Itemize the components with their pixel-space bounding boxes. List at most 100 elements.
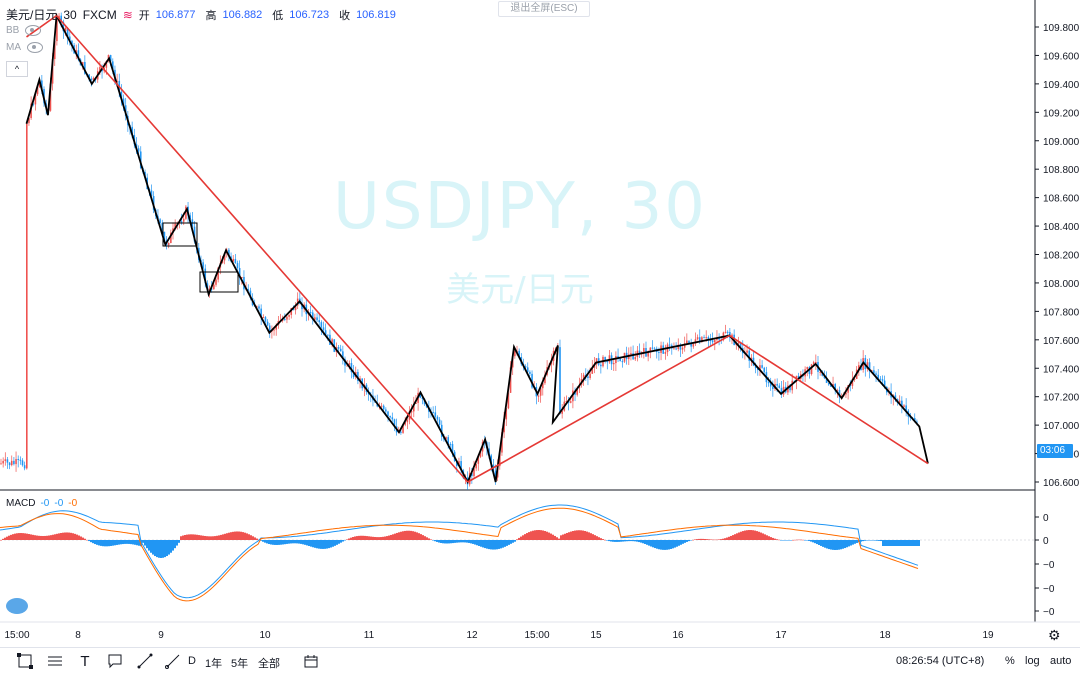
macd-histogram-bar [82, 537, 84, 540]
eye-icon[interactable] [25, 25, 42, 36]
macd-histogram-bar [440, 540, 442, 543]
candle-body [6, 459, 9, 463]
macd-histogram-bar [226, 533, 228, 540]
macd-histogram-bar [142, 540, 144, 543]
candle-body [77, 50, 80, 60]
price-tick-label: 109.400 [1043, 80, 1080, 91]
interval-label[interactable]: 30 [63, 7, 77, 22]
macd-histogram-bar [408, 530, 410, 540]
candle-body [320, 322, 323, 328]
price-tick-label: 107.200 [1043, 393, 1080, 404]
low-value: 106.723 [289, 8, 330, 21]
macd-histogram-bar [794, 539, 796, 541]
candle-body [664, 352, 667, 354]
percent-scale-button[interactable]: % [1005, 655, 1015, 667]
eye-icon[interactable] [27, 42, 43, 53]
wave-icon[interactable]: ≋ [122, 7, 133, 22]
candle-body [815, 362, 817, 364]
chart-canvas[interactable]: 109.800 109.600 109.400 109.200 109.000 108.8… [0, 0, 1080, 647]
ma-indicator-label[interactable]: MA [6, 42, 21, 53]
candle-body [421, 397, 424, 399]
candle-body [337, 347, 340, 349]
candle-body [69, 36, 71, 41]
symbol-name[interactable]: 美元/日元 [6, 8, 58, 22]
candle-body [262, 317, 265, 319]
callout-tool-icon[interactable] [104, 650, 126, 672]
macd-histogram-bar [728, 536, 730, 540]
rectangle-tool-icon[interactable] [14, 650, 36, 672]
timeframe-all[interactable]: 全部 [258, 658, 280, 670]
candle-body [698, 337, 701, 342]
macd-histogram-bar [294, 540, 296, 544]
collapse-legend-button[interactable]: ^ [6, 61, 28, 77]
clock-label[interactable]: 08:26:54 (UTC+8) [896, 655, 985, 667]
candle-body [769, 382, 772, 387]
macd-label[interactable]: MACD [6, 498, 36, 509]
macd-histogram-bar [712, 539, 714, 541]
candle-body [677, 344, 680, 350]
macd-histogram-bar [368, 536, 370, 540]
macd-histogram-bar [514, 540, 516, 542]
macd-histogram-bar [76, 534, 78, 540]
trendline-tool-icon[interactable] [134, 650, 156, 672]
macd-histogram-bar [842, 540, 844, 549]
macd-histogram-bar [158, 540, 160, 558]
candle-body [866, 362, 869, 370]
candle-body [606, 360, 609, 363]
candle-body [4, 459, 7, 461]
candle-body [21, 460, 24, 466]
candle-body [26, 123, 28, 469]
macd-histogram-bar [180, 536, 182, 540]
timeframe-1y[interactable]: 1年 [205, 658, 223, 670]
gear-icon[interactable]: ⚙ [1048, 627, 1061, 643]
candle-body [264, 317, 267, 322]
macd-histogram-bar [816, 540, 818, 545]
macd-tick-label: 0 [1043, 536, 1049, 547]
timeframe-d[interactable]: D [188, 655, 196, 667]
parallel-lines-tool-icon[interactable] [44, 650, 66, 672]
macd-histogram-bar [98, 540, 100, 546]
macd-histogram-bar [892, 540, 894, 546]
macd-histogram-bar [582, 530, 584, 540]
timeframe-5y[interactable]: 5年 [231, 658, 249, 670]
macd-histogram-bar [316, 540, 318, 549]
time-axis: 15:00 8 9 10 11 12 15:00 15 16 17 18 19 [4, 630, 994, 641]
candle-body [249, 290, 252, 298]
candle-body [477, 456, 480, 464]
macd-histogram-bar [14, 533, 16, 540]
exchange-label: FXCM [82, 7, 117, 22]
macd-histogram-bar [130, 540, 132, 545]
macd-histogram-bar [784, 540, 786, 541]
auto-scale-button[interactable]: auto [1050, 655, 1072, 667]
text-tool-icon[interactable]: T [80, 652, 90, 670]
macd-histogram-bar [284, 540, 286, 545]
bb-indicator-label[interactable]: BB [6, 25, 20, 36]
macd-histogram-bar [790, 540, 792, 541]
macd-histogram-bar [854, 540, 856, 544]
macd-histogram-bar [592, 534, 594, 540]
exit-fullscreen-button[interactable]: 退出全屏(ESC) [498, 1, 590, 17]
macd-histogram-bar [530, 531, 532, 540]
macd-histogram-bar [74, 533, 76, 540]
candle-body [223, 253, 226, 261]
macd-histogram-bar [584, 531, 586, 540]
tradingview-logo-icon[interactable] [6, 598, 28, 614]
close-value: 106.819 [356, 8, 396, 21]
ray-tool-icon[interactable] [162, 650, 184, 672]
macd-histogram-bar [576, 530, 578, 540]
macd-histogram-bar [788, 540, 790, 541]
macd-histogram-bar [120, 540, 122, 545]
macd-histogram-bar [470, 540, 472, 544]
macd-histogram-bar [654, 540, 656, 549]
macd-histogram-bar [554, 535, 556, 540]
candle-body [393, 419, 396, 427]
macd-histogram-bar [578, 530, 580, 540]
log-scale-button[interactable]: log [1025, 655, 1040, 667]
candle-body [402, 424, 404, 433]
macd-histogram-bar [880, 540, 882, 542]
macd-histogram-bar [740, 531, 742, 540]
candle-body [236, 263, 239, 269]
goto-date-icon[interactable] [300, 650, 322, 672]
macd-histogram-bar [276, 540, 278, 545]
candle-body [342, 351, 344, 359]
